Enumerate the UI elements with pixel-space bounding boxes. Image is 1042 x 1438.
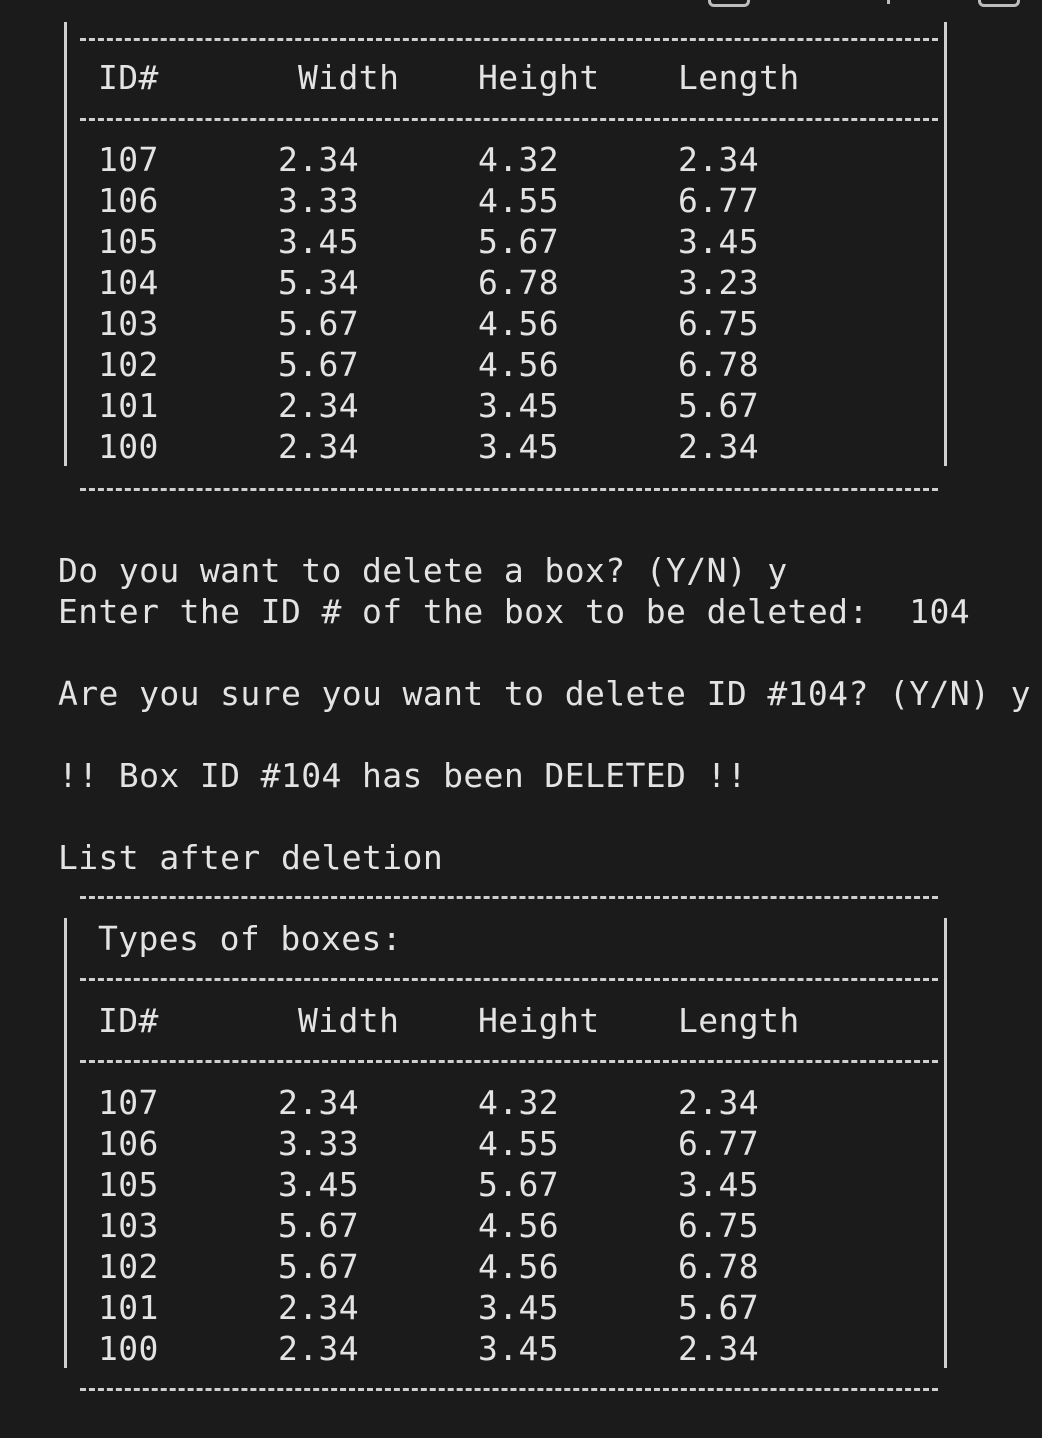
table-cell: 2.34	[278, 140, 360, 179]
table-rule	[80, 978, 938, 981]
table-cell: 4.32	[478, 140, 560, 179]
table-cell: 101	[98, 1288, 159, 1327]
deleted-message: !! Box ID #104 has been DELETED !!	[58, 756, 748, 795]
table-cell: 5.67	[278, 1247, 360, 1286]
table-cell: 107	[98, 140, 159, 179]
table-cell: 3.45	[678, 1165, 760, 1204]
table-cell: 102	[98, 1247, 159, 1286]
table-cell: 107	[98, 1083, 159, 1122]
table-rule	[80, 38, 938, 41]
table-cell: 101	[98, 386, 159, 425]
window-chrome-fragment	[978, 0, 1020, 7]
table-cell: 3.45	[678, 222, 760, 261]
table-cell: 3.45	[478, 386, 560, 425]
table-rule	[80, 1060, 938, 1063]
table-cell: 6.78	[678, 1247, 760, 1286]
table-cell: 4.56	[478, 345, 560, 384]
table-cell: 3.33	[278, 181, 360, 220]
table-rule	[80, 896, 938, 899]
table-cell: 102	[98, 345, 159, 384]
table-cell: 2.34	[278, 1288, 360, 1327]
table-cell: 103	[98, 304, 159, 343]
table-right-border	[944, 22, 947, 466]
table-cell: 3.45	[278, 1165, 360, 1204]
table-cell: 5.67	[278, 1206, 360, 1245]
list-after-heading: List after deletion	[58, 838, 444, 877]
column-header: Width	[298, 58, 400, 97]
table-cell: 4.56	[478, 1206, 560, 1245]
column-header: ID#	[98, 1001, 159, 1040]
table-cell: 4.56	[478, 304, 560, 343]
table-cell: 106	[98, 1124, 159, 1163]
table-cell: 2.34	[278, 1083, 360, 1122]
table-cell: 5.34	[278, 263, 360, 302]
table-cell: 106	[98, 181, 159, 220]
confirm-line: Are you sure you want to delete ID #104?…	[58, 674, 1031, 713]
table-cell: 5.67	[678, 386, 760, 425]
table-cell: 2.34	[278, 427, 360, 466]
column-header: Length	[678, 1001, 800, 1040]
column-header: ID#	[98, 58, 159, 97]
window-chrome-fragment	[708, 0, 750, 7]
table-cell: 3.45	[278, 222, 360, 261]
table-cell: 6.77	[678, 1124, 760, 1163]
table-cell: 3.23	[678, 263, 760, 302]
table-left-border	[64, 22, 67, 466]
table-cell: 2.34	[678, 1329, 760, 1368]
table-cell: 6.78	[478, 263, 560, 302]
table-cell: 5.67	[278, 304, 360, 343]
window-chrome-tick	[887, 0, 890, 4]
table-cell: 6.77	[678, 181, 760, 220]
table-cell: 3.33	[278, 1124, 360, 1163]
column-header: Length	[678, 58, 800, 97]
table-cell: 3.45	[478, 427, 560, 466]
table-cell: 6.75	[678, 304, 760, 343]
table-cell: 6.78	[678, 345, 760, 384]
table-cell: 4.56	[478, 1247, 560, 1286]
table-cell: 103	[98, 1206, 159, 1245]
table-cell: 5.67	[478, 1165, 560, 1204]
table-cell: 5.67	[678, 1288, 760, 1327]
table-left-border	[64, 918, 67, 1368]
column-header: Height	[478, 1001, 600, 1040]
table-cell: 2.34	[278, 386, 360, 425]
table-cell: 4.32	[478, 1083, 560, 1122]
table-rule	[80, 488, 938, 491]
table-cell: 105	[98, 1165, 159, 1204]
table-cell: 5.67	[478, 222, 560, 261]
table-cell: 2.34	[678, 427, 760, 466]
table-cell: 2.34	[678, 1083, 760, 1122]
table-rule	[80, 118, 938, 121]
column-header: Height	[478, 58, 600, 97]
table-title: Types of boxes:	[98, 919, 403, 958]
table-cell: 4.55	[478, 1124, 560, 1163]
column-header: Width	[298, 1001, 400, 1040]
table-cell: 104	[98, 263, 159, 302]
enter-id-line: Enter the ID # of the box to be deleted:…	[58, 592, 971, 631]
table-cell: 100	[98, 1329, 159, 1368]
table-cell: 105	[98, 222, 159, 261]
table-cell: 4.55	[478, 181, 560, 220]
table-cell: 6.75	[678, 1206, 760, 1245]
table-cell: 3.45	[478, 1329, 560, 1368]
delete-question-line: Do you want to delete a box? (Y/N) y	[58, 551, 788, 590]
table-cell: 2.34	[278, 1329, 360, 1368]
table-cell: 2.34	[678, 140, 760, 179]
table-rule	[80, 1388, 938, 1391]
table-cell: 100	[98, 427, 159, 466]
table-cell: 3.45	[478, 1288, 560, 1327]
table-right-border	[944, 918, 947, 1368]
table-cell: 5.67	[278, 345, 360, 384]
